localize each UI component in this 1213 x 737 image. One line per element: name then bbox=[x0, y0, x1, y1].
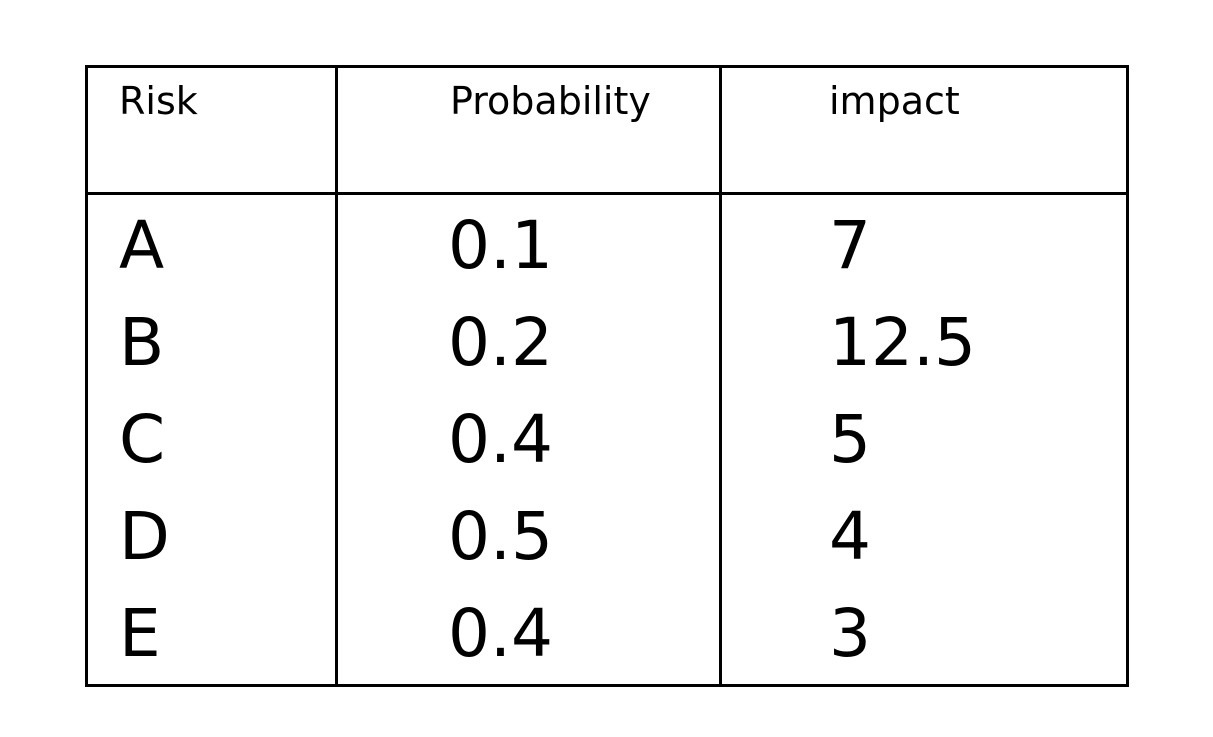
impact-cell: 3 bbox=[829, 595, 871, 672]
column-divider bbox=[335, 68, 338, 684]
risk-cell: A bbox=[119, 207, 165, 284]
probability-cell: 0.4 bbox=[448, 595, 553, 672]
impact-cell: 12.5 bbox=[829, 304, 976, 381]
table-body: A 0.1 7 B 0.2 12.5 C 0.4 5 D 0.5 4 E 0.4… bbox=[88, 195, 1126, 684]
impact-cell: 5 bbox=[829, 401, 871, 478]
risk-cell: D bbox=[119, 498, 170, 575]
header-probability: Probability bbox=[450, 79, 651, 123]
header-divider bbox=[88, 192, 1126, 195]
risk-cell: C bbox=[119, 401, 166, 478]
table-row: C 0.4 5 bbox=[88, 389, 1126, 485]
probability-cell: 0.1 bbox=[448, 207, 553, 284]
probability-cell: 0.4 bbox=[448, 401, 553, 478]
table-row: B 0.2 12.5 bbox=[88, 292, 1126, 388]
table-row: E 0.4 3 bbox=[88, 583, 1126, 679]
header-impact: impact bbox=[829, 79, 960, 123]
risk-table: Risk Probability impact A 0.1 7 B 0.2 12… bbox=[85, 65, 1129, 687]
probability-cell: 0.2 bbox=[448, 304, 553, 381]
column-divider bbox=[719, 68, 722, 684]
risk-cell: B bbox=[119, 304, 165, 381]
table-row: D 0.5 4 bbox=[88, 486, 1126, 582]
impact-cell: 7 bbox=[829, 207, 871, 284]
probability-cell: 0.5 bbox=[448, 498, 553, 575]
risk-cell: E bbox=[119, 595, 161, 672]
table-row: A 0.1 7 bbox=[88, 195, 1126, 291]
header-risk: Risk bbox=[119, 79, 198, 123]
impact-cell: 4 bbox=[829, 498, 871, 575]
